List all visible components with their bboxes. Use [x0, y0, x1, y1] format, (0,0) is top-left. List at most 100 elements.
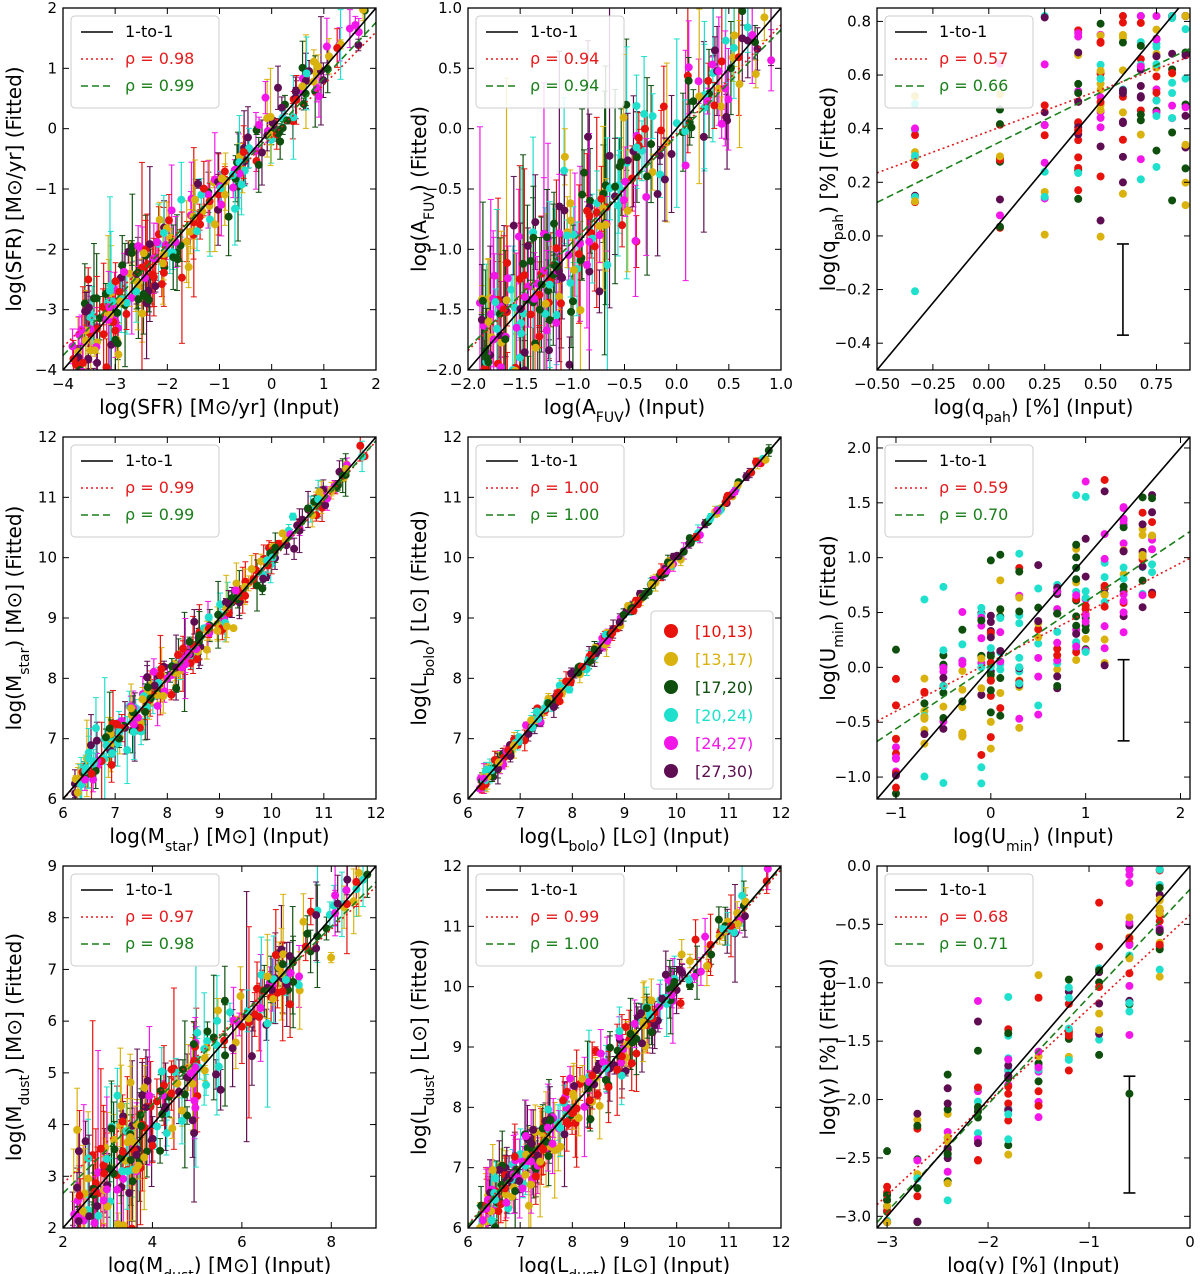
data-point	[694, 77, 703, 86]
data-point	[1119, 539, 1128, 548]
data-point	[1081, 617, 1090, 626]
data-point	[560, 166, 569, 175]
data-point	[520, 292, 529, 301]
data-point	[977, 634, 986, 643]
label-part: ) [L⊙] (Fitted)	[407, 510, 431, 646]
data-point	[939, 646, 948, 655]
data-point	[204, 190, 213, 199]
label-part: ) (Input)	[624, 395, 706, 419]
data-point	[680, 127, 689, 136]
data-point	[501, 335, 510, 344]
data-point	[653, 190, 662, 199]
data-point	[254, 160, 263, 169]
data-point	[617, 158, 626, 167]
data-point	[684, 63, 693, 72]
data-point	[499, 305, 508, 314]
data-point	[288, 512, 297, 521]
data-point	[986, 611, 995, 620]
data-point	[704, 76, 713, 85]
data-point	[996, 576, 1005, 585]
data-point	[1081, 610, 1090, 619]
data-point	[556, 299, 565, 308]
data-point	[1152, 146, 1161, 155]
y-tick-label: −1.5	[426, 301, 462, 319]
y-tick-label: −2	[35, 240, 57, 258]
data-point	[1072, 648, 1081, 657]
data-point	[730, 31, 739, 40]
data-point	[479, 774, 488, 783]
data-point	[1015, 653, 1024, 662]
data-point	[939, 724, 948, 733]
data-point	[195, 631, 204, 640]
data-point	[116, 297, 125, 306]
data-point	[920, 699, 929, 708]
data-point	[159, 691, 168, 700]
data-point	[977, 616, 986, 625]
data-point	[1119, 590, 1128, 599]
data-point	[324, 52, 333, 61]
data-point	[257, 148, 266, 157]
data-point	[1081, 492, 1090, 501]
data-point	[1096, 31, 1105, 40]
data-point	[107, 760, 116, 769]
data-point	[1100, 635, 1109, 644]
sample-error-bar	[1117, 658, 1130, 742]
data-point	[995, 120, 1004, 129]
data-point	[714, 67, 723, 76]
legend-box	[70, 15, 220, 109]
x-tick-label: 0	[267, 375, 277, 393]
data-point	[939, 673, 948, 682]
data-point	[93, 358, 102, 367]
data-point	[566, 199, 575, 208]
data-point	[1100, 554, 1109, 563]
data-point	[640, 109, 649, 118]
y-axis-label: log(Mstar) [M⊙] (Fitted)	[2, 506, 33, 731]
data-point	[92, 324, 101, 333]
data-point	[1072, 656, 1081, 665]
data-point	[544, 699, 553, 708]
data-point	[491, 298, 500, 307]
data-point	[210, 220, 219, 229]
data-point	[557, 272, 566, 281]
data-point	[1034, 617, 1043, 626]
label-part: ) [%] (Input)	[1011, 395, 1134, 419]
data-point	[1152, 72, 1161, 81]
data-point	[1119, 608, 1128, 617]
data-point	[632, 153, 641, 162]
data-point	[1096, 123, 1105, 132]
data-point	[1118, 18, 1127, 27]
data-point	[603, 636, 612, 645]
y-tick-label: 0.5	[438, 59, 462, 77]
data-point	[482, 437, 490, 445]
data-point	[217, 200, 226, 209]
data-point	[628, 174, 637, 183]
data-point	[122, 310, 131, 319]
y-tick-label: 6	[452, 790, 462, 808]
data-point	[114, 350, 123, 359]
data-point	[102, 363, 111, 370]
data-point	[202, 645, 211, 654]
y-tick-label: 0.8	[847, 12, 871, 30]
data-point	[643, 172, 652, 181]
x-axis-label: log(qpah) [%] (Input)	[934, 395, 1134, 426]
line-legend: 1-to-1 ρ = 0.57 ρ = 0.66	[884, 15, 1034, 109]
data-point	[920, 595, 929, 604]
data-point	[1074, 126, 1083, 135]
data-point	[167, 206, 176, 215]
data-point	[1100, 487, 1109, 496]
category-legend: [10,13) [13,17) [17,20) [20,24) [24,27) [27,3…	[650, 610, 774, 790]
y-tick-label: −1.0	[426, 240, 462, 258]
data-point	[354, 40, 363, 49]
data-point	[911, 151, 920, 160]
data-point	[1074, 136, 1083, 145]
data-point	[302, 69, 311, 78]
data-point	[190, 617, 199, 626]
y-tick-label: −1	[35, 180, 57, 198]
data-point	[485, 399, 493, 407]
data-point	[1072, 575, 1081, 584]
data-point	[1100, 530, 1109, 539]
y-tick-label: −0.2	[835, 281, 871, 299]
data-point	[1118, 135, 1127, 144]
data-point	[738, 8, 747, 16]
data-point	[1096, 113, 1105, 122]
